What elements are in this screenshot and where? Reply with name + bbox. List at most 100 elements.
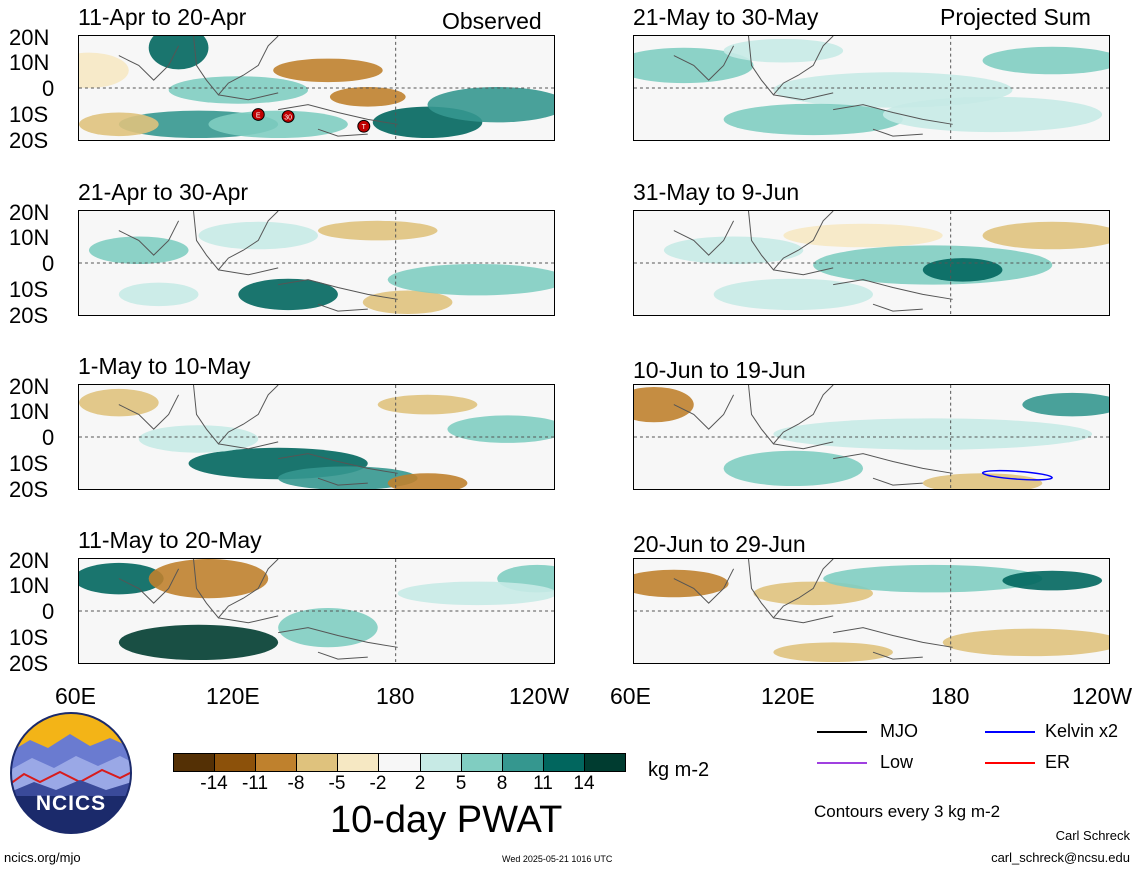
anomaly-blob <box>148 36 209 70</box>
panel-title-p6: 10-Jun to 19-Jun <box>633 357 806 383</box>
anomaly-blob <box>922 258 1003 282</box>
anomaly-field <box>634 385 1109 489</box>
anomaly-blob <box>922 473 1043 489</box>
lat-label-20s: 20S <box>9 128 49 153</box>
anomaly-blob <box>713 278 873 311</box>
panel-title-p1: 11-Apr to 20-Apr <box>78 4 247 30</box>
map-panel-p3 <box>78 210 555 316</box>
lon-label-120e: 120E <box>761 683 815 709</box>
lat-label-20s: 20S <box>9 651 49 676</box>
panel-tag-projected: Projected Sum <box>940 4 1091 30</box>
figure-title: 10-day PWAT <box>330 799 563 841</box>
anomaly-field <box>79 559 554 663</box>
legend-line-low <box>817 762 867 764</box>
anomaly-blob <box>208 110 348 139</box>
lat-label-20n: 20N <box>9 548 50 573</box>
map-panel-p2 <box>633 35 1110 141</box>
lat-label-eq: 0 <box>42 251 55 276</box>
anomaly-blob <box>79 562 164 595</box>
lat-label-20s: 20S <box>9 477 49 502</box>
anomaly-blob <box>723 103 903 136</box>
map-panel-p5 <box>78 384 555 490</box>
colorbar-swatch <box>379 754 421 771</box>
anomaly-blob <box>387 473 468 489</box>
svg-text:30: 30 <box>284 114 292 121</box>
legend-label-kelvin: Kelvin x2 <box>1045 721 1119 741</box>
lon-label-180: 180 <box>376 683 415 709</box>
anomaly-blob <box>278 466 418 489</box>
anomaly-blob <box>148 559 269 599</box>
colorbar-tick: 11 <box>533 773 553 794</box>
colorbar-swatch <box>543 754 585 771</box>
anomaly-blob <box>663 236 804 264</box>
anomaly-field <box>634 211 1109 315</box>
anomaly-blob <box>118 282 199 307</box>
lon-label-60e: 60E <box>55 683 96 709</box>
svg-text:T: T <box>362 124 367 131</box>
coastline <box>118 559 398 660</box>
lat-label-20n: 20N <box>9 200 50 225</box>
anomaly-blob <box>773 642 893 663</box>
anomaly-blob <box>138 425 259 453</box>
legend-label-er: ER <box>1045 752 1071 772</box>
contour-note: Contours every 3 kg m-2 <box>814 802 1001 821</box>
anomaly-blob <box>942 628 1109 657</box>
colorbar-swatch <box>461 754 503 771</box>
anomaly-blob <box>362 290 453 315</box>
colorbar-swatch <box>215 754 257 771</box>
anomaly-blob <box>377 394 478 415</box>
anomaly-blob <box>198 221 318 250</box>
colorbar-swatch <box>256 754 298 771</box>
lat-label-10n: 10N <box>9 225 50 250</box>
anomaly-blob <box>634 569 729 598</box>
lon-label-120w: 120W <box>509 683 570 709</box>
anomaly-blob <box>1002 570 1103 591</box>
lon-label-120e: 120E <box>206 683 260 709</box>
anomaly-blob <box>118 624 279 661</box>
anomaly-blob <box>79 388 159 417</box>
lon-label-180: 180 <box>931 683 970 709</box>
colorbar-tick: -11 <box>241 773 269 794</box>
map-panel-p8 <box>633 558 1110 664</box>
anomaly-blob <box>238 278 338 311</box>
lat-label-10n: 10N <box>9 573 50 598</box>
anomaly-blob <box>79 112 159 137</box>
coastline <box>673 559 953 660</box>
legend-label-mjo: MJO <box>880 721 918 741</box>
logo-text: NCICS <box>35 792 107 815</box>
colorbar-tick: 8 <box>496 773 508 794</box>
anomaly-field: E 30 T <box>79 36 554 140</box>
coastline <box>673 211 953 312</box>
panel-title-p3: 21-Apr to 30-Apr <box>78 179 249 205</box>
colorbar-tick: -2 <box>369 773 387 794</box>
lat-label-10n: 10N <box>9 399 50 424</box>
ncics-logo: NCICS <box>10 712 132 834</box>
colorbar-tick: -14 <box>200 773 228 794</box>
lat-label-eq: 0 <box>42 76 55 101</box>
anomaly-blob <box>783 223 943 248</box>
panel-title-p2: 21-May to 30-May <box>633 4 819 30</box>
anomaly-blob <box>753 581 873 606</box>
colorbar-swatch <box>174 754 216 771</box>
legend-label-low: Low <box>880 752 914 772</box>
coastline <box>673 36 953 137</box>
footer-email[interactable]: carl_schreck@ncsu.edu <box>991 850 1130 865</box>
map-panel-p4 <box>633 210 1110 316</box>
anomaly-blob <box>982 221 1109 250</box>
lat-label-10s: 10S <box>9 277 49 302</box>
anomaly-blob <box>823 564 1043 593</box>
anomaly-blob <box>982 46 1109 75</box>
anomaly-blob <box>723 450 864 487</box>
legend-line-kelvin <box>985 731 1035 733</box>
map-panel-p7 <box>78 558 555 664</box>
svg-text:E: E <box>256 112 261 119</box>
lat-label-10n: 10N <box>9 50 50 75</box>
colorbar-tick: 5 <box>455 773 467 794</box>
lat-label-20n: 20N <box>9 374 50 399</box>
storm-marker: E <box>251 108 265 121</box>
footer-timestamp: Wed 2025-05-21 1016 UTC <box>502 854 613 864</box>
footer-url[interactable]: ncics.org/mjo <box>4 850 81 865</box>
map-panel-p1: E 30 T <box>78 35 555 141</box>
lat-label-10s: 10S <box>9 451 49 476</box>
